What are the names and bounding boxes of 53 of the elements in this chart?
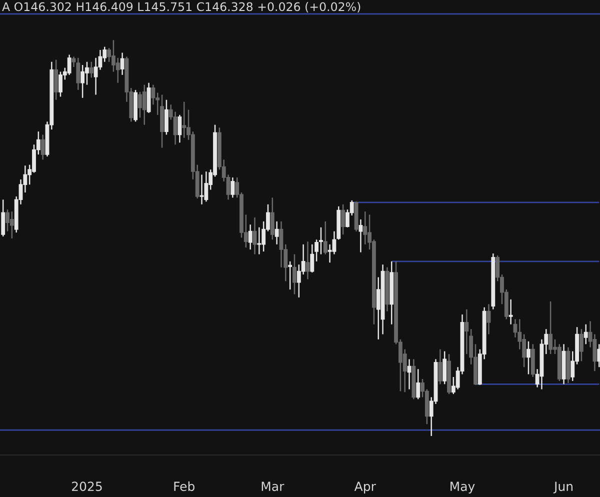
candlestick xyxy=(416,368,420,400)
candlestick xyxy=(67,54,72,76)
candlestick xyxy=(310,244,314,274)
candlestick xyxy=(1,199,6,238)
candlestick xyxy=(341,204,346,236)
candlestick xyxy=(319,226,323,255)
candlestick xyxy=(442,350,447,385)
candlestick xyxy=(597,344,600,368)
candlestick xyxy=(292,254,296,295)
candlestick xyxy=(248,224,252,250)
candlestick xyxy=(548,300,553,355)
candlestick xyxy=(306,240,310,280)
candlestick xyxy=(40,134,45,160)
candlestick xyxy=(89,61,94,78)
candlestick xyxy=(257,226,262,255)
candlestick xyxy=(107,47,112,62)
x-tick-label: Jun xyxy=(553,482,572,494)
candlestick xyxy=(526,340,530,375)
candlestick xyxy=(151,84,156,106)
x-tick-label: May xyxy=(450,482,475,494)
candlestick xyxy=(142,84,146,126)
candlestick xyxy=(508,298,513,325)
candlestick xyxy=(164,99,168,136)
candlestick xyxy=(54,59,58,100)
text: A O146.302 H146.409 L145.751 C146.328 +0.026 (+0.02%) xyxy=(2,2,360,13)
candlestick xyxy=(178,114,182,144)
candlestick xyxy=(76,57,80,91)
candlestick xyxy=(579,328,584,362)
candlestick xyxy=(323,220,328,255)
candlestick xyxy=(116,57,120,84)
candlestick xyxy=(288,260,292,290)
x-tick-label: Mar xyxy=(262,482,284,492)
candlestick xyxy=(204,170,208,202)
candlestick xyxy=(120,52,124,76)
candlestick xyxy=(252,216,257,255)
x-tick-label: Feb xyxy=(174,481,194,492)
candlestick xyxy=(200,174,204,206)
candlestick xyxy=(146,82,151,114)
candlestick xyxy=(274,220,279,245)
candlestick xyxy=(358,218,363,253)
x-tick-label: 2025 xyxy=(72,482,102,492)
candlestick xyxy=(363,210,368,245)
candlestick xyxy=(464,308,469,355)
candlestick xyxy=(584,324,588,345)
candlestick xyxy=(10,210,14,240)
candlestick xyxy=(438,348,442,385)
x-tick-label: Apr xyxy=(354,482,376,494)
candlestick xyxy=(486,304,491,335)
candlestick xyxy=(270,197,274,240)
candlestick xyxy=(230,176,235,198)
candlestick xyxy=(80,64,85,98)
candlestick xyxy=(279,220,284,268)
candlestick xyxy=(182,101,186,138)
